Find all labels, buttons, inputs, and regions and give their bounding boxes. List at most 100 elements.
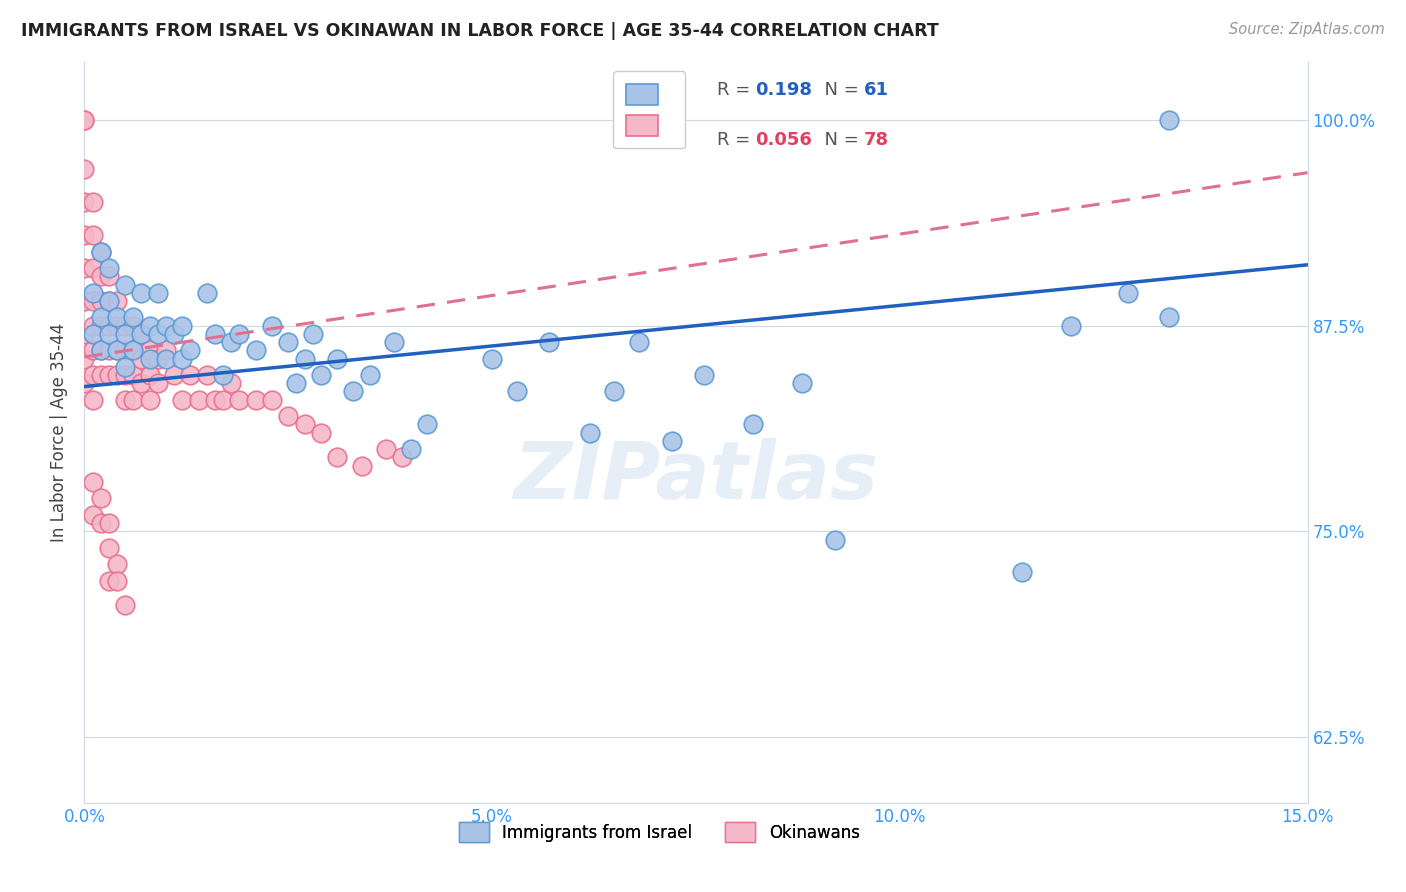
Point <box>309 425 332 440</box>
Point <box>138 368 160 382</box>
Point <box>122 343 145 358</box>
Point <box>105 318 128 333</box>
Point <box>416 417 439 432</box>
Text: N =: N = <box>814 130 865 149</box>
Point <box>1011 566 1033 580</box>
Point <box>326 351 349 366</box>
Point <box>579 425 602 440</box>
Point <box>122 368 145 382</box>
Point <box>138 351 160 366</box>
Point <box>245 392 267 407</box>
Point <box>90 244 112 259</box>
Point <box>97 541 120 555</box>
Point <box>146 326 169 341</box>
Point <box>277 409 299 424</box>
Point <box>294 351 316 366</box>
Point <box>742 417 765 432</box>
Point <box>97 269 120 284</box>
Point <box>82 392 104 407</box>
Point <box>342 384 364 399</box>
Point <box>122 310 145 325</box>
Text: ZIPatlas: ZIPatlas <box>513 438 879 516</box>
Point <box>131 351 153 366</box>
Point <box>97 293 120 308</box>
Point <box>131 376 153 391</box>
Point <box>228 392 250 407</box>
Point <box>105 368 128 382</box>
Point <box>122 343 145 358</box>
Point <box>82 508 104 522</box>
Point <box>73 293 96 308</box>
Point <box>73 376 96 391</box>
Point <box>350 458 373 473</box>
Point <box>131 326 153 341</box>
Point <box>114 277 136 292</box>
Point <box>138 318 160 333</box>
Point <box>155 351 177 366</box>
Point <box>90 244 112 259</box>
Point <box>82 343 104 358</box>
Point <box>82 261 104 276</box>
Point <box>97 293 120 308</box>
Point <box>138 392 160 407</box>
Point <box>82 318 104 333</box>
Text: 0.056: 0.056 <box>755 130 811 149</box>
Point <box>228 326 250 341</box>
Point <box>105 293 128 308</box>
Point <box>105 310 128 325</box>
Point <box>73 228 96 243</box>
Point <box>73 326 96 341</box>
Point <box>82 326 104 341</box>
Point <box>73 351 96 366</box>
Point <box>73 113 96 128</box>
Point <box>114 326 136 341</box>
Point <box>326 450 349 465</box>
Point <box>114 359 136 374</box>
Point <box>97 326 120 341</box>
Point <box>359 368 381 382</box>
Point <box>90 343 112 358</box>
Point <box>97 516 120 530</box>
Point <box>114 368 136 382</box>
Text: R =: R = <box>717 130 756 149</box>
Point <box>212 392 235 407</box>
Point <box>131 285 153 300</box>
Point <box>163 326 186 341</box>
Point <box>82 285 104 300</box>
Point <box>97 318 120 333</box>
Point <box>790 376 813 391</box>
Point <box>146 285 169 300</box>
Point <box>82 475 104 489</box>
Point <box>538 335 561 350</box>
Point <box>73 113 96 128</box>
Point <box>131 326 153 341</box>
Point <box>97 261 120 276</box>
Point <box>285 376 308 391</box>
Point <box>155 318 177 333</box>
Point <box>90 310 112 325</box>
Point <box>114 343 136 358</box>
Text: 0.198: 0.198 <box>755 81 811 99</box>
Point <box>146 376 169 391</box>
Text: 61: 61 <box>863 81 889 99</box>
Point <box>1157 310 1180 325</box>
Point <box>179 343 201 358</box>
Point <box>105 558 128 572</box>
Point <box>82 293 104 308</box>
Point <box>391 450 413 465</box>
Point <box>204 392 226 407</box>
Point <box>138 343 160 358</box>
Legend: Immigrants from Israel, Okinawans: Immigrants from Israel, Okinawans <box>450 814 868 850</box>
Point <box>212 368 235 382</box>
Y-axis label: In Labor Force | Age 35-44: In Labor Force | Age 35-44 <box>51 323 69 542</box>
Point <box>399 442 422 456</box>
Point <box>824 533 846 547</box>
Point <box>73 162 96 177</box>
Text: Source: ZipAtlas.com: Source: ZipAtlas.com <box>1229 22 1385 37</box>
Point <box>105 343 128 358</box>
Text: IMMIGRANTS FROM ISRAEL VS OKINAWAN IN LABOR FORCE | AGE 35-44 CORRELATION CHART: IMMIGRANTS FROM ISRAEL VS OKINAWAN IN LA… <box>21 22 939 40</box>
Point <box>155 343 177 358</box>
Point <box>172 318 194 333</box>
Point <box>105 574 128 588</box>
Point <box>163 368 186 382</box>
